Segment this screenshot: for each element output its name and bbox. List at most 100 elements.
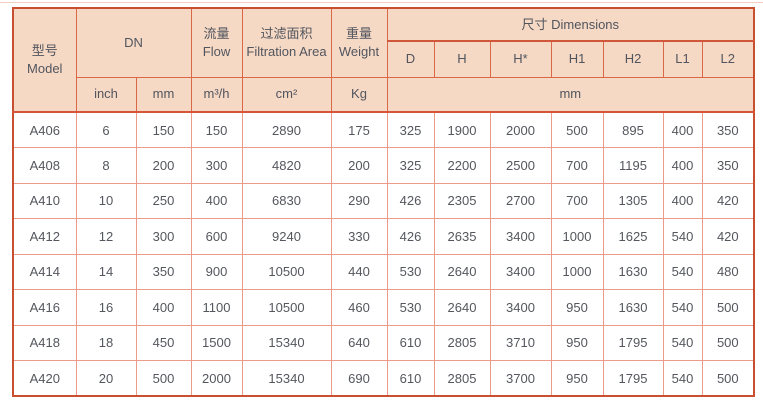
value-cell: 2805: [433, 324, 491, 361]
model-cell: A412: [12, 218, 77, 255]
value-cell: 1195: [602, 147, 664, 184]
value-cell: 6: [75, 111, 137, 148]
header-dim-h1: H1: [550, 40, 604, 78]
value-cell: 2200: [433, 147, 491, 184]
value-cell: 250: [135, 182, 192, 219]
table-row: A420 20 500 2000 15340 690 610 2805 3700 950 1795 5…: [12, 360, 755, 397]
value-cell: 400: [662, 147, 703, 184]
value-cell: 2635: [433, 218, 491, 255]
header-dim-l1: L1: [662, 40, 703, 78]
value-cell: 540: [662, 253, 703, 290]
value-cell: 420: [701, 182, 755, 219]
value-cell: 350: [135, 253, 192, 290]
header-dim-h2: H2: [602, 40, 664, 78]
value-cell: 15340: [241, 360, 332, 397]
value-cell: 895: [602, 111, 664, 148]
spec-table: 型号 Model DN 流量 Flow 过滤面积 Filtration Area…: [12, 7, 756, 397]
header-dim-h: H: [433, 40, 491, 78]
value-cell: 500: [701, 324, 755, 361]
value-cell: 400: [135, 289, 192, 326]
table-row: A412 12 300 600 9240 330 426 2635 3400 1000 1625 54…: [12, 218, 755, 255]
value-cell: 1000: [550, 218, 604, 255]
value-cell: 1100: [190, 289, 243, 326]
value-cell: 540: [662, 324, 703, 361]
header-flow: 流量 Flow: [190, 7, 243, 78]
value-cell: 3400: [489, 218, 552, 255]
value-cell: 12: [75, 218, 137, 255]
value-cell: 350: [701, 147, 755, 184]
value-cell: 610: [386, 360, 435, 397]
header-dim-h-star: H*: [489, 40, 552, 78]
value-cell: 1630: [602, 253, 664, 290]
value-cell: 350: [701, 111, 755, 148]
value-cell: 4820: [241, 147, 332, 184]
model-cell: A418: [12, 324, 77, 361]
value-cell: 400: [662, 111, 703, 148]
value-cell: 700: [550, 147, 604, 184]
value-cell: 480: [701, 253, 755, 290]
value-cell: 460: [330, 289, 388, 326]
value-cell: 500: [550, 111, 604, 148]
value-cell: 1900: [433, 111, 491, 148]
table-row: A406 6 150 150 2890 175 325 1900 2000 500 895 400 35…: [12, 111, 755, 148]
unit-weight: Kg: [330, 76, 388, 113]
table-body: A406 6 150 150 2890 175 325 1900 2000 500 895 400 35…: [12, 111, 755, 397]
value-cell: 1795: [602, 360, 664, 397]
header-dimensions: 尺寸 Dimensions: [386, 7, 755, 42]
value-cell: 3700: [489, 360, 552, 397]
table-row: A418 18 450 1500 15340 640 610 2805 3710 950 1795 5…: [12, 324, 755, 361]
value-cell: 3710: [489, 324, 552, 361]
header-filtration-area: 过滤面积 Filtration Area: [241, 7, 332, 78]
value-cell: 440: [330, 253, 388, 290]
header-dim-l2: L2: [701, 40, 755, 78]
value-cell: 450: [135, 324, 192, 361]
value-cell: 640: [330, 324, 388, 361]
value-cell: 200: [330, 147, 388, 184]
value-cell: 2640: [433, 289, 491, 326]
value-cell: 10: [75, 182, 137, 219]
page-top-divider: [0, 2, 763, 3]
value-cell: 426: [386, 182, 435, 219]
value-cell: 950: [550, 289, 604, 326]
model-cell: A408: [12, 147, 77, 184]
value-cell: 900: [190, 253, 243, 290]
value-cell: 540: [662, 218, 703, 255]
value-cell: 500: [701, 360, 755, 397]
value-cell: 690: [330, 360, 388, 397]
model-cell: A420: [12, 360, 77, 397]
model-cell: A416: [12, 289, 77, 326]
unit-flow: m³/h: [190, 76, 243, 113]
value-cell: 10500: [241, 289, 332, 326]
value-cell: 400: [662, 182, 703, 219]
value-cell: 600: [190, 218, 243, 255]
value-cell: 2305: [433, 182, 491, 219]
value-cell: 2000: [489, 111, 552, 148]
value-cell: 2890: [241, 111, 332, 148]
value-cell: 1625: [602, 218, 664, 255]
value-cell: 15340: [241, 324, 332, 361]
value-cell: 2700: [489, 182, 552, 219]
value-cell: 700: [550, 182, 604, 219]
value-cell: 540: [662, 360, 703, 397]
model-cell: A414: [12, 253, 77, 290]
value-cell: 950: [550, 360, 604, 397]
value-cell: 500: [701, 289, 755, 326]
value-cell: 150: [135, 111, 192, 148]
unit-inch: inch: [75, 76, 137, 113]
value-cell: 420: [701, 218, 755, 255]
value-cell: 175: [330, 111, 388, 148]
value-cell: 330: [330, 218, 388, 255]
value-cell: 16: [75, 289, 137, 326]
value-cell: 1000: [550, 253, 604, 290]
table-row: A410 10 250 400 6830 290 426 2305 2700 700 1305 400…: [12, 182, 755, 219]
value-cell: 610: [386, 324, 435, 361]
value-cell: 200: [135, 147, 192, 184]
value-cell: 150: [190, 111, 243, 148]
value-cell: 8: [75, 147, 137, 184]
value-cell: 530: [386, 289, 435, 326]
value-cell: 325: [386, 147, 435, 184]
header-dim-d: D: [386, 40, 435, 78]
model-cell: A406: [12, 111, 77, 148]
value-cell: 426: [386, 218, 435, 255]
value-cell: 325: [386, 111, 435, 148]
